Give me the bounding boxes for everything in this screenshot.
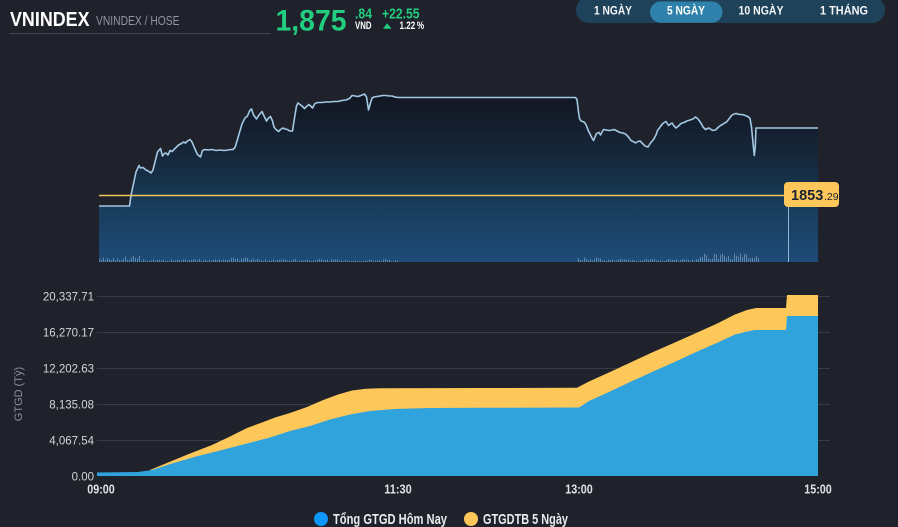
svg-text:4,067.54: 4,067.54 (49, 436, 94, 448)
svg-text:1853: 1853 (791, 188, 823, 204)
svg-text:GTGDTB 5 Ngày: GTGDTB 5 Ngày (483, 511, 568, 527)
svg-text:1 THÁNG: 1 THÁNG (820, 3, 868, 18)
svg-text:+22.55: +22.55 (382, 6, 420, 23)
svg-text:20,337.71: 20,337.71 (43, 292, 94, 304)
svg-text:1 NGÀY: 1 NGÀY (594, 3, 632, 18)
svg-text:11:30: 11:30 (384, 483, 412, 497)
svg-text:1.22 %: 1.22 % (400, 20, 425, 32)
svg-text:12,202.63: 12,202.63 (43, 364, 94, 376)
svg-text:Tổng GTGD Hôm Nay: Tổng GTGD Hôm Nay (333, 511, 447, 527)
svg-text:VND: VND (355, 20, 372, 32)
svg-text:.29: .29 (824, 191, 839, 203)
svg-text:16,270.17: 16,270.17 (43, 328, 94, 340)
svg-text:1,875: 1,875 (276, 5, 347, 38)
svg-text:09:00: 09:00 (87, 483, 115, 497)
svg-text:GTGD (Tỷ): GTGD (Tỷ) (13, 367, 25, 421)
svg-text:8,135.08: 8,135.08 (49, 400, 94, 412)
svg-text:.84: .84 (355, 6, 373, 23)
svg-text:VNINDEX / HOSE: VNINDEX / HOSE (96, 13, 180, 28)
svg-text:15:00: 15:00 (804, 483, 832, 497)
svg-text:10 NGÀY: 10 NGÀY (739, 3, 784, 18)
svg-text:5 NGÀY: 5 NGÀY (667, 3, 705, 18)
svg-text:13:00: 13:00 (565, 483, 593, 497)
svg-text:0.00: 0.00 (72, 472, 94, 484)
svg-text:VNINDEX: VNINDEX (10, 9, 90, 31)
